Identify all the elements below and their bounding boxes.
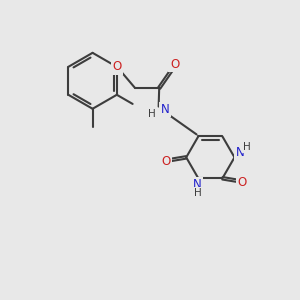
Text: H: H [148, 109, 156, 119]
Text: O: O [238, 176, 247, 189]
Text: N: N [161, 103, 170, 116]
Text: N: N [236, 146, 244, 159]
Text: O: O [162, 155, 171, 168]
Text: H: H [243, 142, 251, 152]
Text: O: O [112, 60, 122, 73]
Text: N: N [193, 178, 202, 191]
Text: O: O [170, 58, 179, 71]
Text: H: H [194, 188, 202, 198]
